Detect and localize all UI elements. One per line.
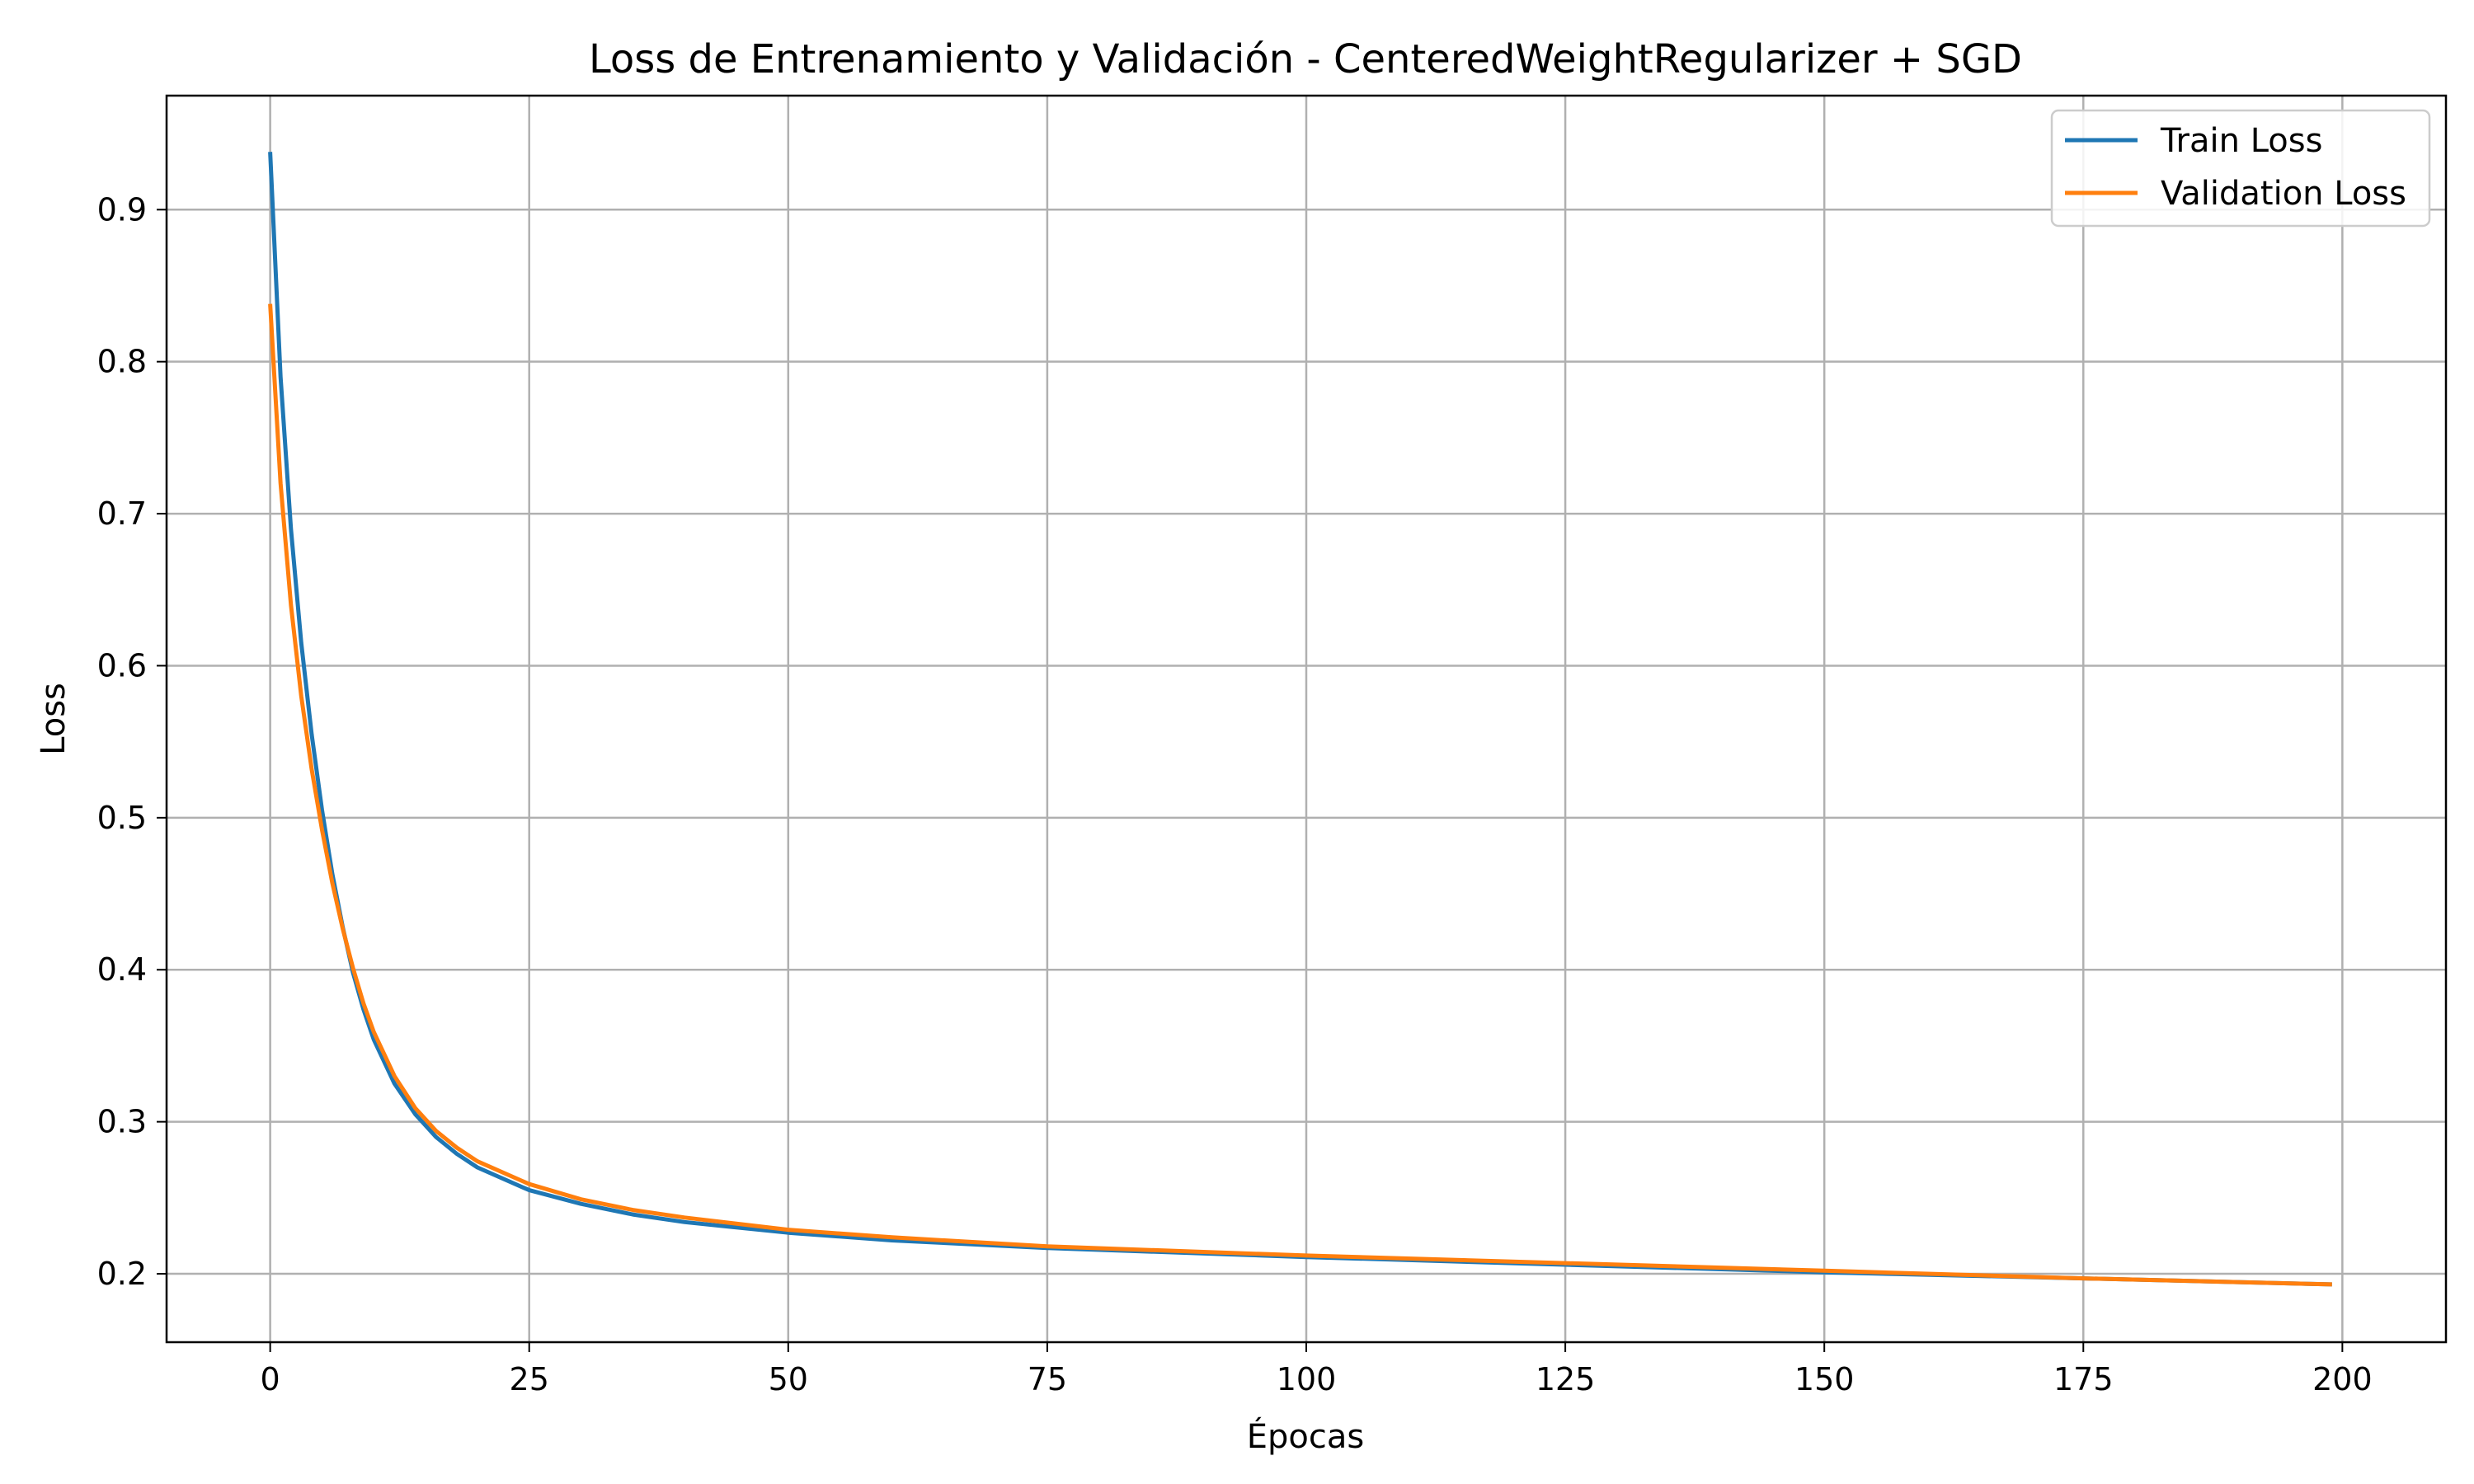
- x-tick-label: 175: [2053, 1361, 2114, 1397]
- y-tick-label: 0.6: [97, 647, 147, 683]
- legend-box: [2050, 109, 2431, 228]
- series-line-2: [268, 303, 2332, 1287]
- legend-label-1: Train Loss: [2160, 122, 2322, 160]
- series-group: [268, 152, 2332, 1287]
- x-tick-label: 125: [1536, 1361, 1596, 1397]
- y-tick-label: 0.8: [97, 344, 147, 380]
- y-tick-label: 0.7: [97, 495, 147, 532]
- x-tick-label: 75: [1028, 1361, 1067, 1397]
- x-axis-label: Épocas: [1247, 1416, 1364, 1456]
- x-tick-label: 100: [1277, 1361, 1337, 1397]
- y-tick-label: 0.3: [97, 1104, 147, 1140]
- x-tick-label: 200: [2312, 1361, 2373, 1397]
- y-tick-label: 0.2: [97, 1256, 147, 1292]
- x-axis: 0 25 50 75 100 125 150 175 200: [261, 1342, 2373, 1397]
- x-tick-label: 25: [510, 1361, 549, 1397]
- y-axis-label: Loss: [35, 683, 73, 755]
- y-tick-label: 0.9: [97, 191, 147, 228]
- x-tick-label: 50: [769, 1361, 808, 1397]
- y-tick-label: 0.5: [97, 800, 147, 836]
- legend: Train Loss Validation Loss: [2050, 109, 2431, 228]
- x-tick-label: 0: [261, 1361, 280, 1397]
- y-axis: 0.2 0.3 0.4 0.5 0.6 0.7 0.8 0.9: [97, 191, 167, 1292]
- chart-title: Loss de Entrenamiento y Validación - Cen…: [589, 36, 2022, 82]
- y-tick-label: 0.4: [97, 951, 147, 988]
- x-tick-label: 150: [1794, 1361, 1855, 1397]
- legend-label-2: Validation Loss: [2161, 175, 2406, 213]
- grid: [167, 96, 2446, 1342]
